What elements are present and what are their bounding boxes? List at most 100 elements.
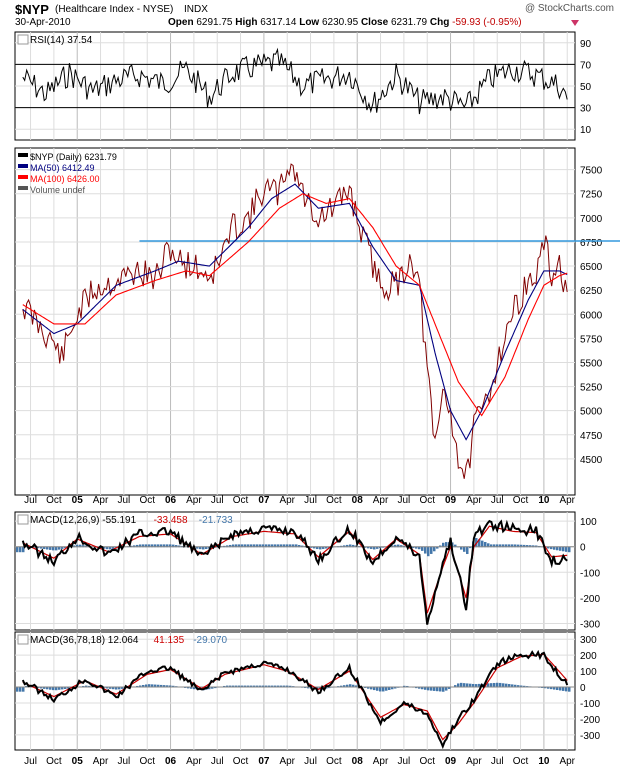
close-label: Close [360,17,389,28]
symbol-label: $NYP [15,2,49,17]
macd-histogram-bar [265,544,268,548]
macd-histogram-bar [109,546,112,550]
macd-histogram-bar [397,544,400,548]
y-tick-label: 4750 [580,431,603,442]
macd-histogram-bar [352,544,355,548]
macd-histogram-bar [280,544,283,548]
x-tick-label: 07 [258,495,270,506]
macd-histogram-bar [376,687,379,691]
macd-histogram-bar [22,687,25,692]
macd-histogram-bar [187,687,190,689]
x-tick-label: Oct [513,495,529,506]
macd-histogram-bar [250,544,253,548]
macd-histogram-bar [523,544,526,548]
y-tick-label: 0 [580,683,586,694]
macd-histogram-bar [55,546,58,551]
x-tick-label: Apr [373,756,389,767]
macd-histogram-bar [274,544,277,548]
macd-histogram-bar [520,685,523,688]
macd-histogram-bar [148,684,151,688]
macd-histogram-bar [445,687,448,691]
macd-histogram-bar [247,544,250,548]
x-tick-label: Jul [397,756,410,767]
macd-histogram-bar [286,544,289,548]
macd-histogram-bar [460,546,463,550]
x-tick-label: Oct [46,495,62,506]
macd-histogram-bar [373,546,376,550]
macd-histogram-bar [289,544,292,548]
macd-histogram-bar [367,687,370,689]
macd-histogram-bar [556,687,559,691]
macd-histogram-bar [121,687,124,689]
down-caret-icon [571,20,579,26]
macd-histogram-bar [454,685,457,688]
macd-legend-swatch [17,634,29,645]
x-tick-label: Oct [46,756,62,767]
y-tick-label: 0 [580,543,586,554]
macd-histogram-bar [556,546,559,551]
macd-histogram-bar [379,687,382,692]
macd-histogram-bar [517,544,520,548]
macd-histogram-bar [175,545,178,548]
macd-histogram-bar [208,687,211,690]
macd-histogram-bar [211,687,214,689]
chg-value: -59.93 (-0.95%) [452,17,522,28]
macd-histogram-bar [415,687,418,689]
y-tick-label: 30 [580,104,592,115]
macd-histogram-bar [379,546,382,549]
price-legend-swatch [18,153,28,157]
price-legend-swatch [18,175,28,179]
macd-histogram-bar [46,546,49,550]
x-tick-label: 10 [538,495,550,506]
macd-histogram-bar [142,684,145,688]
x-tick-label: 09 [445,756,457,767]
panel-frame [14,511,576,631]
macd-histogram-bar [355,685,358,688]
y-tick-label: 100 [580,517,597,528]
x-tick-label: Apr [186,495,202,506]
macd-histogram-bar [166,685,169,688]
x-tick-label: Oct [513,756,529,767]
macd-histogram-bar [388,687,391,690]
macd-histogram-bar [463,546,466,552]
macd-histogram-bar [313,546,316,549]
y-tick-label: 7000 [580,214,603,225]
macd-histogram-bar [145,544,148,548]
macd-histogram-bar [142,544,145,548]
macd-histogram-bar [283,544,286,548]
macd-histogram-bar [421,546,424,551]
macd-legend-entry: -29.070 [193,635,227,646]
ma100-line [22,193,568,417]
rsi-line [22,47,568,115]
macd-histogram-bar [547,546,550,549]
macd-histogram-bar [196,546,199,549]
macd-histogram-bar [352,684,355,688]
chg-label: Chg [429,17,450,28]
macd-histogram-bar [373,687,376,691]
macd-histogram-bar [43,546,46,550]
x-tick-label: Jul [117,495,130,506]
high-label: High [235,17,258,28]
x-tick-label: Oct [233,495,249,506]
macd-histogram-bar [298,544,301,548]
macd-histogram-bar [565,546,568,552]
x-tick-label: Oct [326,756,342,767]
macd-histogram-bar [229,544,232,548]
macd-histogram-bar [295,544,298,548]
macd-histogram-bar [112,687,115,690]
macd-histogram-bar [199,546,202,550]
macd-histogram-bar [205,546,208,550]
macd-histogram-bar [112,546,115,549]
macd-histogram-bar [520,544,523,548]
low-value: 6230.95 [322,17,359,28]
price-legend-entry: MA(100) 6426.00 [30,174,100,184]
macd-histogram-bar [214,687,217,689]
y-tick-label: 90 [580,39,592,50]
macd-histogram-bar [394,687,397,689]
macd-histogram-bar [421,687,424,690]
macd-histogram-bar [433,546,436,552]
macd-histogram-bar [163,544,166,548]
macd-histogram-bar [166,544,169,548]
macd-histogram-bar [487,543,490,548]
macd-histogram-bar [58,687,61,690]
